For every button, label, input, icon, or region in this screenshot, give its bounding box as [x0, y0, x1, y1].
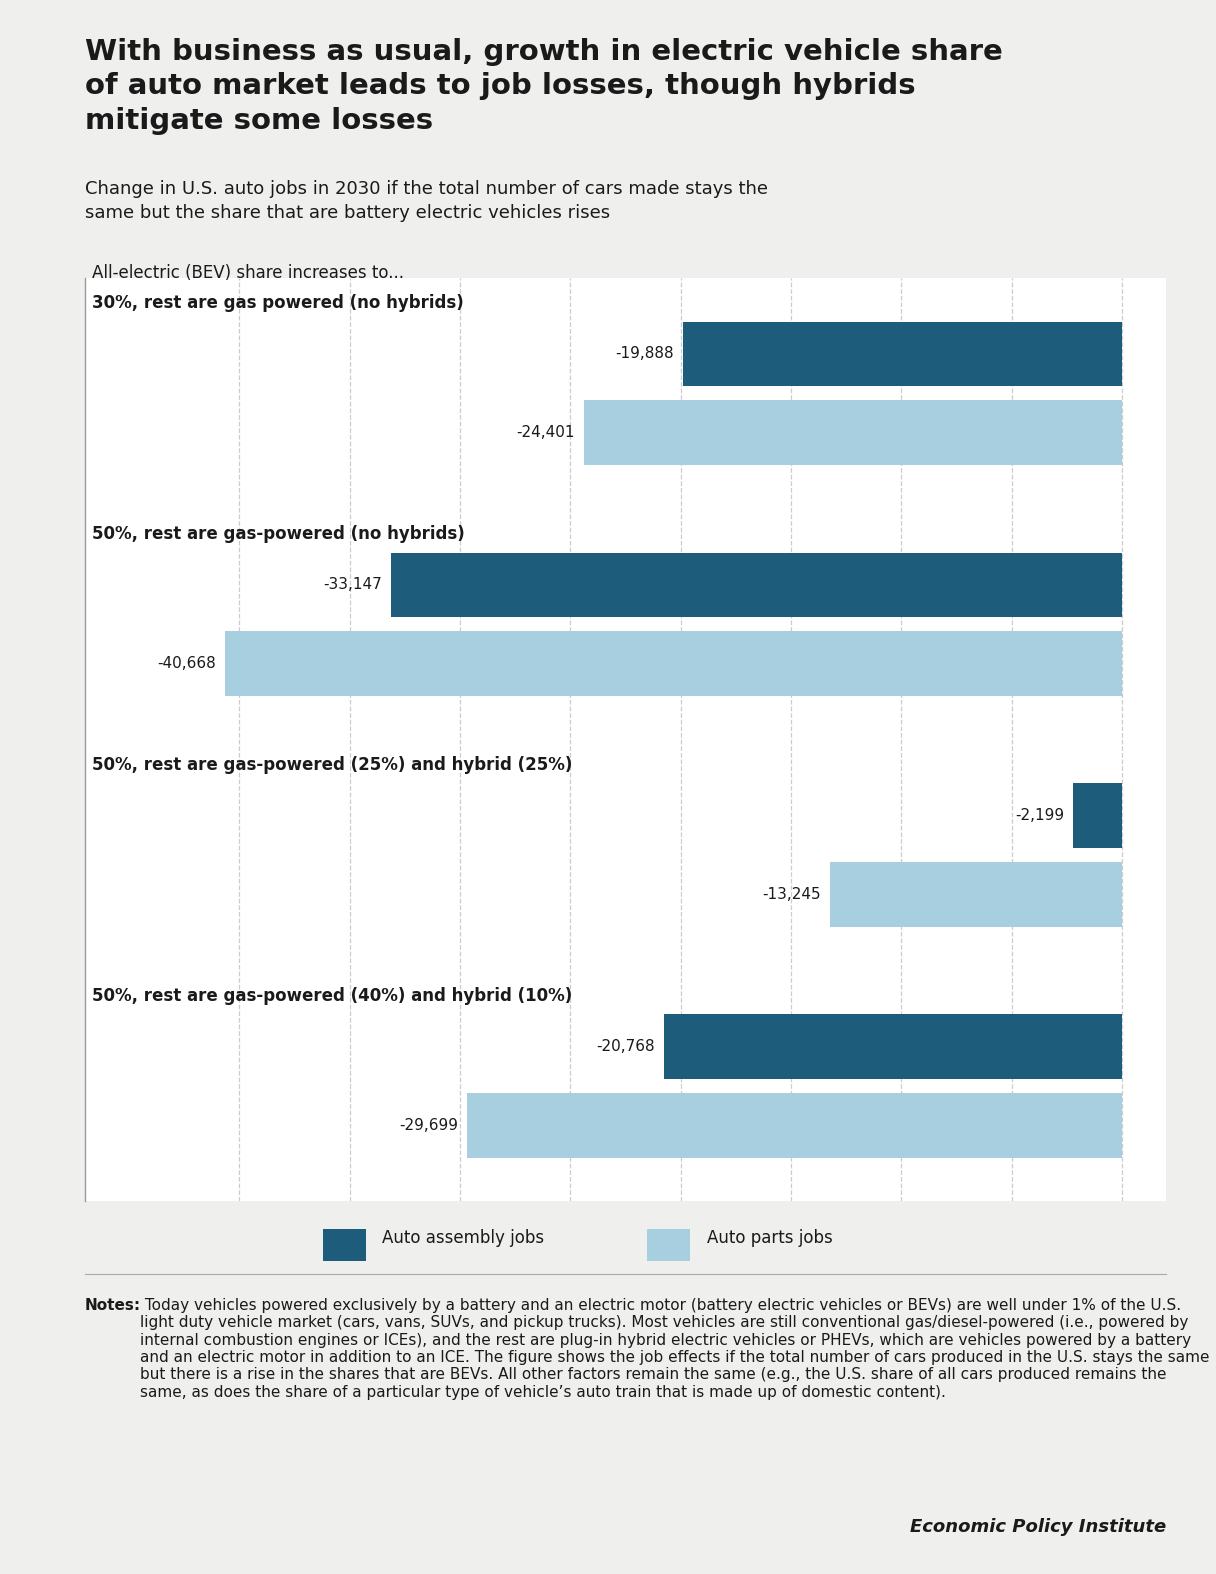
Bar — [584, 400, 1122, 464]
Text: 30%, rest are gas powered (no hybrids): 30%, rest are gas powered (no hybrids) — [91, 294, 463, 312]
Bar — [225, 631, 1122, 696]
Text: Today vehicles powered exclusively by a battery and an electric motor (battery e: Today vehicles powered exclusively by a … — [140, 1297, 1210, 1399]
Text: All-electric (BEV) share increases to...: All-electric (BEV) share increases to... — [91, 264, 404, 282]
Bar — [467, 1092, 1122, 1157]
Bar — [829, 863, 1122, 927]
Text: -19,888: -19,888 — [615, 346, 675, 362]
Bar — [390, 552, 1122, 617]
Text: 50%, rest are gas-powered (40%) and hybrid (10%): 50%, rest are gas-powered (40%) and hybr… — [91, 987, 572, 1006]
Text: -40,668: -40,668 — [157, 656, 216, 671]
Text: With business as usual, growth in electric vehicle share
of auto market leads to: With business as usual, growth in electr… — [85, 38, 1003, 135]
Bar — [664, 1014, 1122, 1080]
Text: -13,245: -13,245 — [762, 886, 821, 902]
Text: Economic Policy Institute: Economic Policy Institute — [910, 1517, 1166, 1536]
Text: -24,401: -24,401 — [517, 425, 575, 441]
Text: Auto assembly jobs: Auto assembly jobs — [382, 1229, 545, 1247]
Text: Notes:: Notes: — [85, 1297, 141, 1313]
Text: -29,699: -29,699 — [399, 1118, 458, 1133]
Bar — [647, 1229, 691, 1261]
Text: -33,147: -33,147 — [323, 578, 382, 592]
Bar — [683, 321, 1122, 386]
Text: Change in U.S. auto jobs in 2030 if the total number of cars made stays the
same: Change in U.S. auto jobs in 2030 if the … — [85, 179, 769, 222]
Bar — [1074, 784, 1122, 848]
Text: -2,199: -2,199 — [1015, 809, 1064, 823]
Text: 50%, rest are gas-powered (25%) and hybrid (25%): 50%, rest are gas-powered (25%) and hybr… — [91, 756, 572, 774]
Bar — [322, 1229, 366, 1261]
Text: 50%, rest are gas-powered (no hybrids): 50%, rest are gas-powered (no hybrids) — [91, 526, 465, 543]
Text: -20,768: -20,768 — [596, 1039, 655, 1055]
Text: Auto parts jobs: Auto parts jobs — [706, 1229, 832, 1247]
